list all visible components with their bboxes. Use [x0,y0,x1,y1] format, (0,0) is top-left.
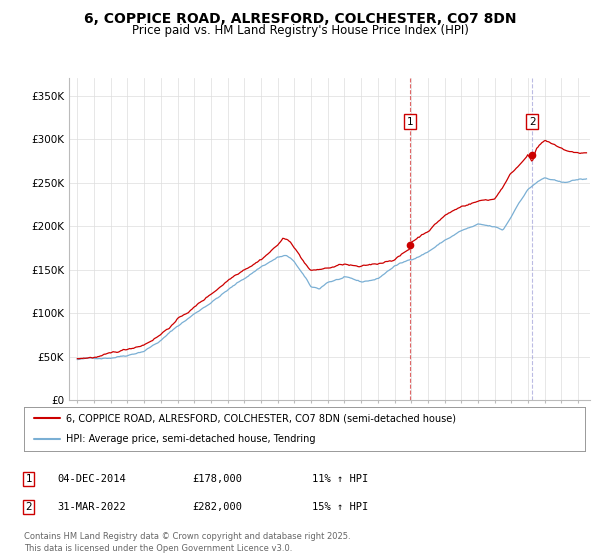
Text: Contains HM Land Registry data © Crown copyright and database right 2025.
This d: Contains HM Land Registry data © Crown c… [24,533,350,553]
Text: 6, COPPICE ROAD, ALRESFORD, COLCHESTER, CO7 8DN: 6, COPPICE ROAD, ALRESFORD, COLCHESTER, … [84,12,516,26]
Text: 15% ↑ HPI: 15% ↑ HPI [312,502,368,512]
Text: HPI: Average price, semi-detached house, Tendring: HPI: Average price, semi-detached house,… [66,435,316,445]
Text: 1: 1 [407,117,413,127]
Text: 2: 2 [25,502,32,512]
Text: 6, COPPICE ROAD, ALRESFORD, COLCHESTER, CO7 8DN (semi-detached house): 6, COPPICE ROAD, ALRESFORD, COLCHESTER, … [66,413,456,423]
Text: 11% ↑ HPI: 11% ↑ HPI [312,474,368,484]
Text: £282,000: £282,000 [192,502,242,512]
Text: Price paid vs. HM Land Registry's House Price Index (HPI): Price paid vs. HM Land Registry's House … [131,24,469,36]
Text: 2: 2 [529,117,536,127]
Text: 04-DEC-2014: 04-DEC-2014 [57,474,126,484]
Text: £178,000: £178,000 [192,474,242,484]
Text: 1: 1 [25,474,32,484]
Text: 31-MAR-2022: 31-MAR-2022 [57,502,126,512]
